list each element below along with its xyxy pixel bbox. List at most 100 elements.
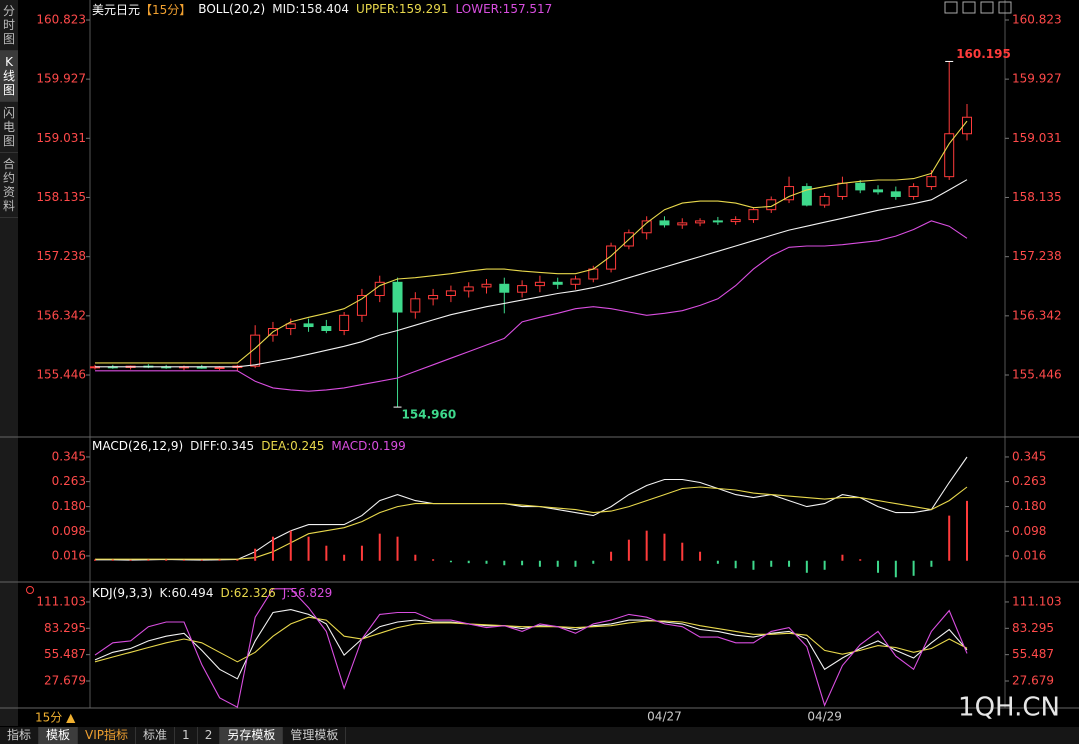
candle-body [285, 323, 296, 330]
y-tick-label: 157.238 [36, 249, 86, 263]
y-tick-label: 158.135 [1012, 190, 1062, 204]
candle-body [873, 189, 884, 193]
sidebar-tab[interactable]: K线图 [0, 51, 18, 102]
x-tick-label: 04/29 [807, 710, 842, 724]
candle-body [570, 278, 581, 285]
macd-bar [360, 545, 363, 561]
macd-bar [788, 560, 791, 567]
toolbar-tab[interactable]: 2 [198, 727, 221, 744]
toolbar-tab[interactable]: 1 [175, 727, 198, 744]
legend-entry: MID:158.404 [272, 2, 350, 16]
y-tick-label: 159.031 [1012, 131, 1062, 145]
candle-body [695, 220, 706, 224]
macd-bar [716, 560, 719, 564]
macd-bar [770, 560, 773, 567]
indicator-line [95, 220, 968, 392]
sidebar-tab[interactable]: 分时图 [0, 0, 18, 51]
y-tick-label: 159.031 [36, 131, 86, 145]
macd-bar [343, 554, 346, 561]
macd-bar [912, 560, 915, 576]
candle-body [463, 286, 474, 292]
candle-body [855, 182, 866, 191]
macd-bar [218, 559, 221, 561]
y-tick-label: 0.098 [52, 524, 86, 538]
macd-bar [94, 559, 96, 561]
candle-body [659, 220, 670, 226]
candle-body [392, 281, 403, 313]
toolbar-tab[interactable]: 管理模板 [283, 727, 347, 744]
y-tick-label: 0.345 [52, 449, 86, 463]
candle-body [303, 323, 314, 328]
macd-bar [182, 559, 185, 561]
macd-bar [930, 560, 933, 567]
macd-bar [841, 554, 844, 561]
macd-bar [467, 560, 470, 564]
legend-entry: D:62.326 [220, 586, 276, 600]
candle-body [339, 314, 350, 332]
toolbar: 指标 模板 VIP指标 标准 1 2 另存模板 管理模板 [0, 727, 1079, 744]
sidebar-tab[interactable]: 闪电图 [0, 102, 18, 153]
candle-body [926, 176, 937, 188]
y-tick-label: 55.487 [1012, 647, 1054, 661]
toolbar-tab[interactable]: 指标 [0, 727, 40, 744]
macd-bar [396, 536, 399, 561]
y-tick-label: 159.927 [1012, 72, 1062, 86]
y-tick-label: 155.446 [1012, 368, 1062, 382]
min-label: 154.960 [402, 408, 457, 422]
y-tick-label: 0.180 [1012, 499, 1046, 513]
indicator: MACD(26,12,9) [92, 439, 184, 453]
indicator-line [95, 486, 968, 560]
y-tick-label: 155.446 [36, 368, 86, 382]
y-tick-label: 159.927 [36, 72, 86, 86]
candle-body [712, 220, 723, 223]
macd-bar [699, 551, 702, 561]
candle-body [730, 219, 741, 223]
indicator-line [94, 616, 968, 663]
candle-body [784, 186, 795, 201]
toolbar-tab[interactable]: VIP指标 [78, 727, 137, 744]
legend-entry: LOWER:157.517 [455, 2, 553, 16]
y-tick-label: 0.180 [52, 499, 86, 513]
kdj-icon[interactable] [26, 586, 34, 594]
indicator-line [95, 456, 968, 561]
period-selector[interactable]: 15分 ▲ [35, 711, 76, 725]
toolbar-tab[interactable]: 另存模板 [220, 727, 284, 744]
y-tick-label: 0.263 [52, 474, 86, 488]
y-tick-label: 27.679 [1012, 674, 1054, 688]
y-tick-label: 160.823 [36, 12, 86, 26]
window-icons[interactable] [944, 1, 1012, 14]
candle-body [908, 186, 919, 197]
macd-bar [805, 560, 808, 573]
sidebar-tab[interactable]: 合约资料 [0, 153, 18, 218]
y-tick-label: 157.238 [1012, 249, 1062, 263]
toolbar-tab[interactable]: 模板 [39, 727, 79, 744]
legend-entry: K:60.494 [159, 586, 214, 600]
toolbar-tab[interactable]: 标准 [136, 727, 176, 744]
y-tick-label: 0.016 [52, 548, 86, 562]
macd-bar [592, 560, 595, 564]
indicator-line [94, 609, 968, 680]
candle-body [677, 222, 688, 226]
macd-bar [877, 560, 880, 573]
y-tick-label: 83.295 [1012, 621, 1054, 635]
y-tick-label: 160.823 [1012, 12, 1062, 26]
candle-body [801, 186, 812, 206]
watermark: 1QH.CN [958, 693, 1060, 723]
indicator-line [95, 179, 968, 368]
macd-bar [289, 530, 292, 561]
candle-body [410, 298, 421, 313]
macd-bar [752, 560, 755, 570]
y-tick-label: 27.679 [44, 674, 86, 688]
macd-bar [574, 560, 577, 567]
panel-header: 美元日元 【15分】 BOLL(20,2) MID:158.404 UPPER:159.… [92, 1, 552, 17]
macd-bar [414, 554, 417, 561]
candle-body [890, 191, 901, 197]
macd-bar [521, 560, 524, 566]
candle-body [499, 283, 510, 293]
macd-bar [271, 536, 274, 561]
sidebar: 分时图 K线图 闪电图 合约资料 [0, 0, 18, 726]
y-tick-label: 55.487 [44, 647, 86, 661]
y-tick-label: 111.103 [1012, 594, 1062, 608]
